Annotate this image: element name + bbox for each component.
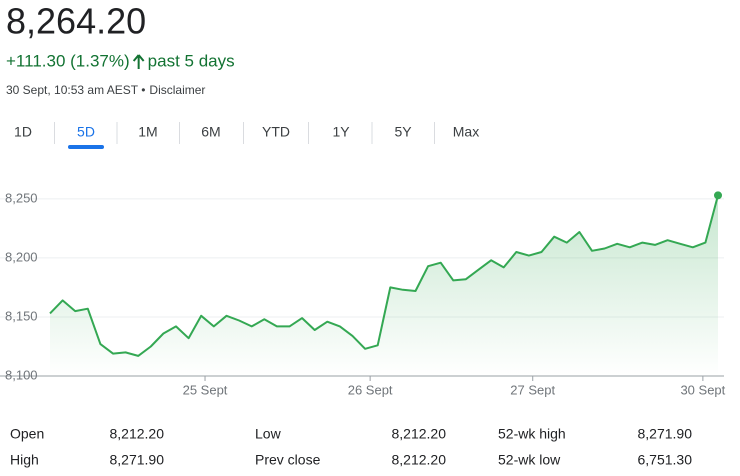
y-tick-label: 8,200 <box>5 249 38 264</box>
y-tick-label: 8,150 <box>5 308 38 323</box>
x-tick-label: 27 Sept <box>510 382 555 397</box>
tab[interactable]: 6M <box>201 124 220 140</box>
x-tick-label: 25 Sept <box>183 382 228 397</box>
stat-value: 8,212.20 <box>392 452 447 468</box>
tab[interactable]: 5D <box>77 124 95 140</box>
stat-label: High <box>10 452 39 468</box>
stat-value: 6,751.30 <box>638 452 693 468</box>
stat-value: 8,212.20 <box>392 426 447 442</box>
stat-value: 8,271.90 <box>110 452 165 468</box>
area <box>50 195 718 376</box>
x-tick-label: 30 Sept <box>680 382 725 397</box>
tab[interactable]: 1D <box>14 124 32 140</box>
tab[interactable]: Max <box>453 124 479 140</box>
y-tick-label: 8,100 <box>5 367 38 382</box>
price-line <box>49 195 719 357</box>
stat-label: Open <box>10 426 44 442</box>
disclaimer-link[interactable]: Disclaimer <box>149 83 205 97</box>
stat-label: 52-wk high <box>498 426 566 442</box>
tab[interactable]: YTD <box>262 124 290 140</box>
tab-underline <box>68 145 104 149</box>
x-tick-label: 26 Sept <box>348 382 393 397</box>
stat-label: Low <box>255 426 282 442</box>
tab[interactable]: 5Y <box>394 124 412 140</box>
up-arrow <box>132 54 145 69</box>
change: +111.30 (1.37%) <box>6 51 130 70</box>
stat-label: 52-wk low <box>498 452 561 468</box>
period: past 5 days <box>148 51 235 70</box>
y-tick-label: 8,250 <box>5 190 38 205</box>
stat-value: 8,212.20 <box>110 426 165 442</box>
tab[interactable]: 1Y <box>332 124 350 140</box>
stat-label: Prev close <box>255 452 321 468</box>
stat-value: 8,271.90 <box>638 426 693 442</box>
price: 8,264.20 <box>6 1 146 42</box>
last-point <box>714 191 722 200</box>
timestamp: 30 Sept, 10:53 am AEST • <box>6 83 145 97</box>
tab[interactable]: 1M <box>138 124 157 140</box>
